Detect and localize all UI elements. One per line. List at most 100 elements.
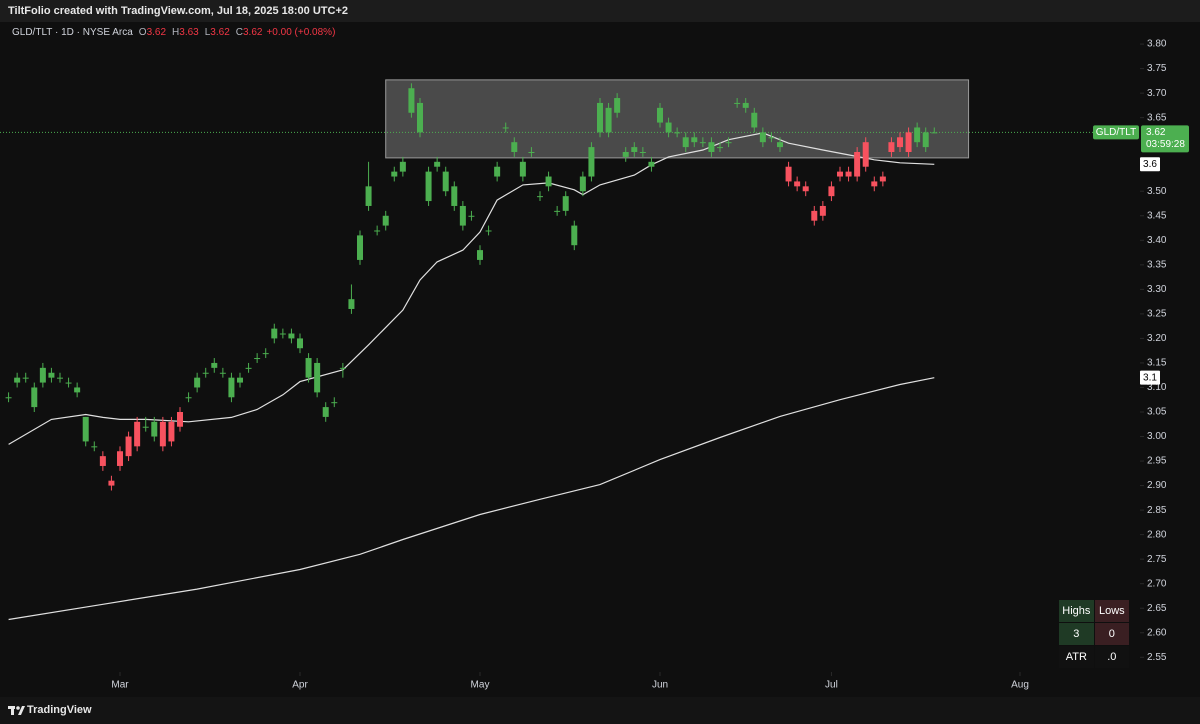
candle-body	[742, 102, 749, 108]
y-tick-label: 3.20	[1147, 333, 1167, 344]
legend-value: 3.63	[179, 27, 199, 38]
candle-body	[177, 412, 183, 427]
candle-body	[194, 377, 201, 388]
y-tick-label: 2.55	[1147, 652, 1167, 663]
legend-value: 3.62	[210, 27, 230, 38]
candle-body	[597, 102, 603, 133]
candle-body	[442, 171, 449, 192]
candle-body	[905, 132, 912, 152]
y-tick-label: 3.10	[1147, 382, 1167, 393]
y-tick-label: 2.70	[1147, 578, 1167, 589]
x-tick-label: Aug	[1011, 680, 1029, 691]
candle-body	[922, 132, 929, 148]
candle-body	[82, 416, 89, 442]
candle-body	[434, 161, 441, 167]
table-cell: ATR	[1058, 645, 1095, 669]
y-tick-label: 2.65	[1147, 603, 1167, 614]
candle-body	[39, 367, 46, 383]
y-tick-label: 3.25	[1147, 309, 1167, 320]
candle-body	[759, 132, 766, 143]
candle-body	[708, 142, 715, 152]
candle-body	[237, 377, 243, 383]
candle-body	[417, 102, 423, 133]
candle-body	[494, 166, 501, 177]
candle-body	[142, 426, 149, 428]
legend: GLD/TLT · 1D · NYSE Arca O3.62 H3.63 L3.62 C…	[12, 26, 335, 40]
candle-body	[562, 196, 569, 211]
candle-body	[151, 421, 158, 437]
y-tick-label: 3.45	[1147, 210, 1167, 221]
candle-body	[57, 377, 63, 379]
candle-body	[717, 147, 723, 149]
candle-body	[511, 142, 518, 152]
candle-body	[699, 142, 706, 144]
candle-body	[408, 88, 415, 113]
candle-body	[682, 137, 689, 148]
table-cell: 3	[1058, 622, 1095, 646]
candle-body	[879, 176, 886, 182]
candle-body	[331, 402, 338, 404]
candle-body	[528, 152, 535, 153]
y-tick-label: 3.50	[1147, 186, 1167, 197]
candle-body	[785, 166, 792, 182]
candle-body	[777, 142, 783, 148]
ma-label: 3.1	[1143, 372, 1157, 383]
countdown: 03:59:28	[1146, 139, 1185, 150]
price-label-box	[1141, 125, 1189, 153]
candle-body	[837, 171, 843, 177]
candle-body	[117, 451, 123, 466]
candle-body	[665, 122, 672, 133]
candle-body	[365, 186, 372, 206]
candle-body	[219, 372, 226, 374]
candle-body	[519, 161, 526, 177]
candle-body	[914, 127, 921, 143]
candle-body	[297, 338, 303, 349]
candle-body	[545, 176, 552, 187]
symbol-label: GLD/TLT	[1096, 127, 1136, 138]
candle-body	[502, 127, 509, 129]
candle-body	[897, 137, 903, 148]
zone-box	[385, 79, 970, 159]
candle-body	[322, 407, 329, 417]
candle-body	[845, 171, 852, 177]
candle-body	[794, 181, 801, 187]
y-tick-label: 2.80	[1147, 529, 1167, 540]
candle-body	[819, 205, 826, 216]
candle-body	[14, 377, 21, 383]
candle-body	[854, 152, 861, 177]
candle-body	[931, 132, 938, 134]
ma-label: 3.6	[1143, 159, 1157, 170]
x-tick-label: Apr	[292, 680, 308, 691]
moving-average	[8, 132, 935, 445]
y-tick-label: 2.75	[1147, 554, 1167, 565]
candle-body	[159, 421, 166, 447]
ma-label-box	[1140, 157, 1160, 172]
candle-body	[751, 112, 758, 128]
candle-body	[614, 98, 621, 113]
candle-body	[811, 210, 818, 221]
candle-body	[202, 372, 209, 374]
y-tick-label: 3.05	[1147, 407, 1167, 418]
candle-body	[425, 171, 432, 202]
y-tick-label: 3.40	[1147, 235, 1167, 246]
y-tick-label: 2.60	[1147, 627, 1167, 638]
candle-body	[22, 377, 29, 379]
table-header: Highs	[1058, 599, 1095, 623]
candle-body	[339, 367, 346, 369]
candle-body	[485, 230, 492, 232]
chart: 3.80 3.75 3.70 3.65 3.50 3.45 3.40 3.35 3.30 3.25…	[0, 39, 1189, 691]
symbol-label-box	[1093, 125, 1139, 140]
candle-body	[99, 456, 106, 466]
symbol: GLD/TLT · 1D · NYSE Arca	[12, 27, 133, 38]
candle-body	[305, 358, 312, 378]
candle-body	[579, 176, 586, 192]
candle-body	[391, 171, 398, 177]
legend-label: O	[138, 27, 147, 38]
candle-body	[211, 362, 218, 368]
y-tick-label: 3.75	[1147, 63, 1167, 74]
stats-table: Highs Lows 3 0 ATR .0	[1058, 599, 1131, 669]
legend-label: L	[204, 27, 211, 38]
legend-change: +0.00 (+0.08%)	[266, 27, 336, 38]
candle-body	[691, 137, 698, 143]
